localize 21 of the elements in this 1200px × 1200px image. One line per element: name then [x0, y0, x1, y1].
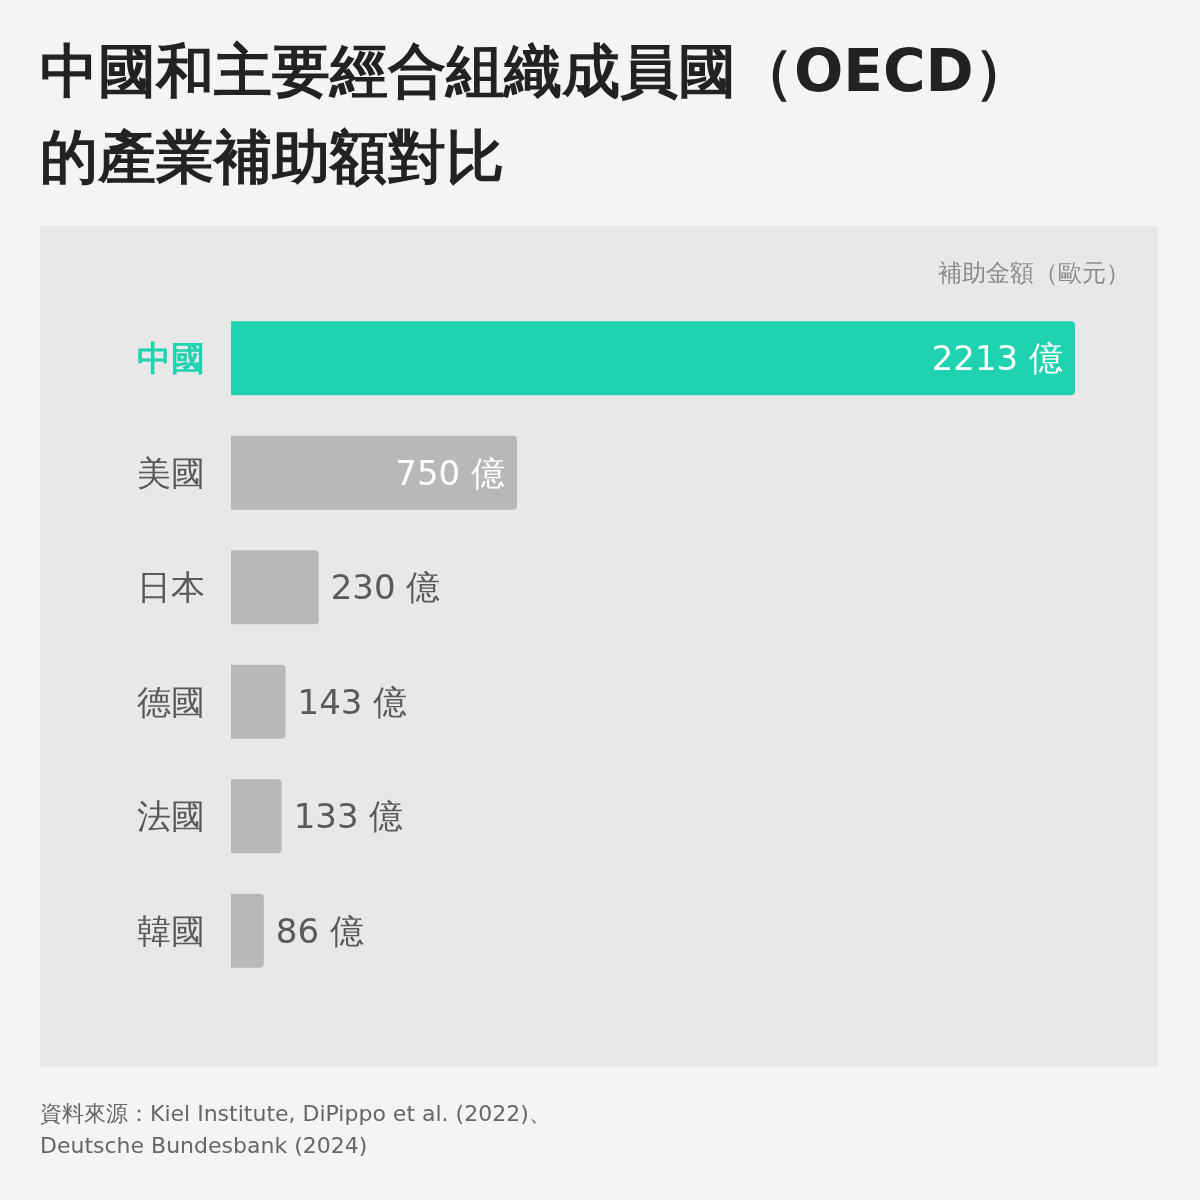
y-tick-label: 中國 [137, 338, 205, 379]
data-label: 143 億 [297, 681, 408, 722]
y-tick-label: 德國 [137, 681, 205, 722]
data-label: 230 億 [330, 567, 441, 608]
data-label: 750 億 [395, 452, 506, 493]
bar [231, 321, 1075, 396]
bar [231, 893, 264, 968]
y-tick-label: 美國 [137, 452, 205, 493]
source-note: 資料來源：Kiel Institute, DiPippo et al. (2022)、Deutsche Bundesbank (2024) [40, 1100, 552, 1160]
bar [231, 550, 319, 625]
bar [231, 435, 518, 510]
y-tick-label: 法國 [137, 796, 205, 837]
data-label: 133 億 [293, 796, 404, 837]
y-tick-label: 日本 [137, 567, 205, 608]
bar [231, 779, 282, 854]
data-label: 86 億 [275, 910, 364, 951]
data-label: 2213 億 [931, 338, 1063, 379]
chart-title: 中國和主要經合組織成員國（OECD）的產業補助額對比 [40, 36, 1033, 193]
bar [231, 664, 286, 739]
y-tick-label: 韓國 [137, 910, 205, 951]
x-axis-title: 補助金額（歐元） [938, 259, 1130, 287]
